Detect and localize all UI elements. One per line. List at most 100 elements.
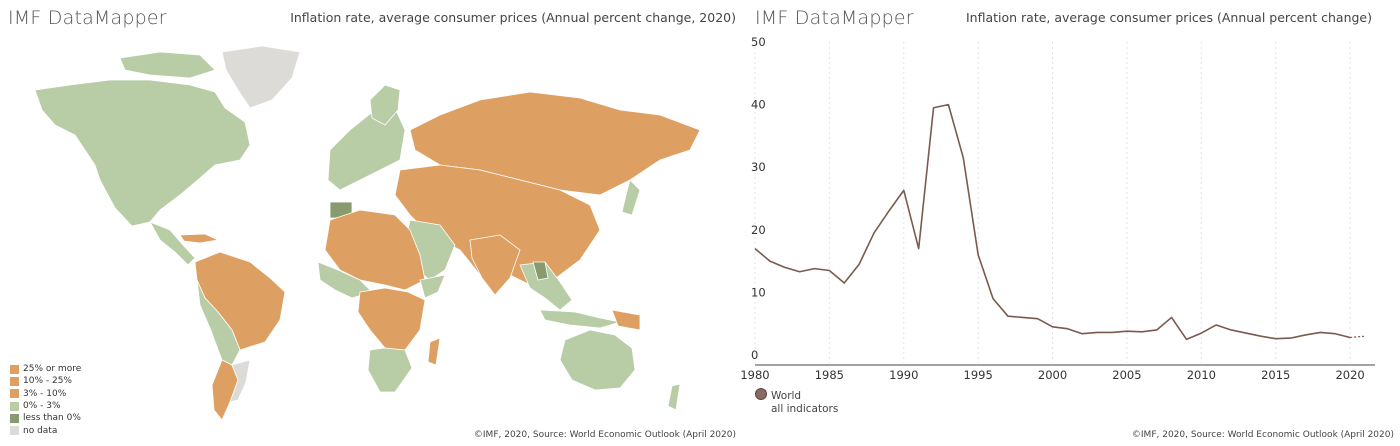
map-region-new-zealand[interactable] xyxy=(667,383,681,411)
map-legend-item[interactable]: 25% or more xyxy=(10,363,81,375)
data-point[interactable] xyxy=(1244,331,1248,335)
map-region-india[interactable] xyxy=(469,234,521,296)
series-line-world[interactable] xyxy=(754,103,1351,341)
map-region-europe[interactable] xyxy=(327,107,406,191)
line-credit: ©IMF, 2020, Source: World Economic Outlo… xyxy=(1131,430,1394,440)
data-point[interactable] xyxy=(1303,333,1307,337)
data-point[interactable] xyxy=(1288,336,1292,340)
series-legend-name: World xyxy=(771,390,802,402)
map-legend: 25% or more 10% - 25% 3% - 10% 0% - 3% less … xyxy=(10,363,81,437)
map-legend-swatch xyxy=(10,426,19,436)
map-legend-swatch xyxy=(10,364,19,374)
map-region-central-africa[interactable] xyxy=(357,287,426,351)
data-point[interactable] xyxy=(1333,332,1337,336)
data-point[interactable] xyxy=(931,106,935,110)
map-region-andes[interactable] xyxy=(196,279,241,366)
data-point[interactable] xyxy=(902,188,906,192)
data-point[interactable] xyxy=(1006,314,1010,318)
data-point[interactable] xyxy=(1259,334,1263,338)
map-region-papua[interactable] xyxy=(611,309,641,331)
line-title: Inflation rate, average consumer prices … xyxy=(965,10,1372,25)
map-legend-item[interactable]: 10% - 25% xyxy=(10,375,81,387)
data-point[interactable] xyxy=(1035,316,1039,320)
map-legend-swatch xyxy=(10,413,19,423)
data-point[interactable] xyxy=(1318,330,1322,334)
world-map[interactable] xyxy=(0,30,740,430)
data-point[interactable] xyxy=(961,156,965,160)
map-title: Inflation rate, average consumer prices … xyxy=(290,10,736,25)
x-tick-label: 2020 xyxy=(1335,368,1364,382)
y-tick-label: 0 xyxy=(751,348,758,362)
data-point[interactable] xyxy=(976,253,980,257)
data-point[interactable] xyxy=(946,102,950,106)
data-point[interactable] xyxy=(887,209,891,213)
x-tick-label: 1995 xyxy=(964,368,993,382)
data-point[interactable] xyxy=(1080,332,1084,336)
data-point[interactable] xyxy=(857,262,861,266)
map-region-australia[interactable] xyxy=(559,329,636,391)
map-region-north-america[interactable] xyxy=(34,79,251,227)
map-region-southeast-asia[interactable] xyxy=(519,261,573,311)
map-region-central-america[interactable] xyxy=(149,221,196,266)
data-point[interactable] xyxy=(827,268,831,272)
y-tick-label: 10 xyxy=(751,285,766,299)
data-point[interactable] xyxy=(1021,315,1025,319)
map-region-indochina-negative[interactable] xyxy=(532,261,549,281)
data-point[interactable] xyxy=(768,259,772,263)
data-point[interactable] xyxy=(1348,335,1352,339)
x-tick-label: 2015 xyxy=(1261,368,1290,382)
data-point[interactable] xyxy=(797,270,801,274)
map-legend-item[interactable]: less than 0% xyxy=(10,412,81,424)
data-point[interactable] xyxy=(1140,330,1144,334)
x-tick-label: 1985 xyxy=(815,368,844,382)
map-legend-item[interactable]: 0% - 3% xyxy=(10,400,81,412)
data-point[interactable] xyxy=(1065,327,1069,331)
series-legend-sub: all indicators xyxy=(771,403,839,415)
data-point[interactable] xyxy=(1229,328,1233,332)
data-point[interactable] xyxy=(1274,337,1278,341)
map-region-caribbean[interactable] xyxy=(179,233,220,244)
map-region-greenland[interactable] xyxy=(221,45,301,109)
map-legend-label: 0% - 3% xyxy=(23,401,61,412)
map-region-southern-cone[interactable] xyxy=(229,359,251,403)
map-panel: IMF DataMapper Inflation rate, average c… xyxy=(0,7,740,440)
map-legend-label: 10% - 25% xyxy=(23,376,72,387)
map-legend-item[interactable]: no data xyxy=(10,424,81,436)
map-legend-item[interactable]: 3% - 10% xyxy=(10,388,81,400)
data-point[interactable] xyxy=(1214,323,1218,327)
line-panel: IMF DataMapper Inflation rate, average c… xyxy=(740,0,1400,446)
map-legend-label: less than 0% xyxy=(23,413,81,424)
map-region-scandinavia[interactable] xyxy=(369,84,401,126)
map-legend-label: 3% - 10% xyxy=(23,388,67,399)
data-point[interactable] xyxy=(1110,330,1114,334)
x-tick-label: 2010 xyxy=(1187,368,1216,382)
map-region-indonesia[interactable] xyxy=(539,309,621,329)
data-point[interactable] xyxy=(1169,315,1173,319)
map-region-arctic-islands[interactable] xyxy=(119,51,216,79)
data-point[interactable] xyxy=(872,231,876,235)
map-region-horn-of-africa[interactable] xyxy=(419,274,446,299)
data-point[interactable] xyxy=(1095,330,1099,334)
data-point[interactable] xyxy=(1199,331,1203,335)
map-legend-label: 25% or more xyxy=(23,364,82,375)
x-tick-label: 1990 xyxy=(889,368,918,382)
map-region-madagascar[interactable] xyxy=(427,337,441,366)
map-region-japan[interactable] xyxy=(621,179,641,216)
data-point[interactable] xyxy=(916,246,920,250)
data-point[interactable] xyxy=(812,266,816,270)
map-region-north-africa[interactable] xyxy=(324,209,426,291)
data-point[interactable] xyxy=(753,246,757,250)
map-region-southern-africa[interactable] xyxy=(367,347,413,393)
data-point[interactable] xyxy=(1125,329,1129,333)
map-region-south-america-north[interactable] xyxy=(194,251,286,351)
data-point[interactable] xyxy=(783,265,787,269)
data-point[interactable] xyxy=(1155,328,1159,332)
x-tick-label: 2005 xyxy=(1112,368,1141,382)
line-chart[interactable]: 1980 1985 1990 1995 2000 2005 2010 2015 2020 0 10 2… xyxy=(740,0,1400,446)
data-point[interactable] xyxy=(1050,325,1054,329)
data-point[interactable] xyxy=(991,296,995,300)
data-point[interactable] xyxy=(842,281,846,285)
series-legend[interactable]: World all indicators xyxy=(755,388,838,416)
data-point[interactable] xyxy=(1184,337,1188,341)
map-legend-label: no data xyxy=(23,425,58,436)
